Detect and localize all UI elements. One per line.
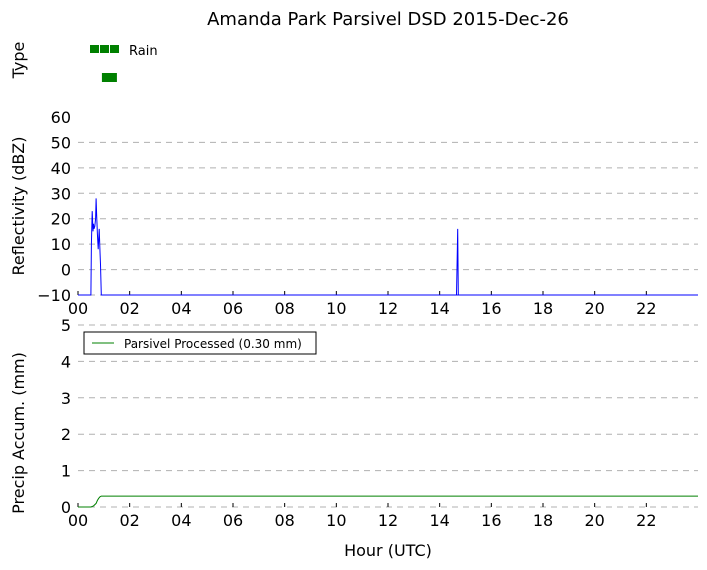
precip-x-tick-label: 04 [171,511,191,530]
reflectivity-panel: −10 0 10 20 30 40 50 60 00 02 04 06 08 10 12 14 16 18 20 22… [9,108,698,318]
type-legend-marker [90,45,99,53]
reflectivity-x-tick-label: 04 [171,299,191,318]
type-axis-label: Type [9,42,28,80]
reflectivity-y-tick-label: 0 [61,261,71,280]
precip-y-tick-label: 2 [61,425,71,444]
precip-x-tick-label: 12 [378,511,398,530]
precip-x-axis-label: Hour (UTC) [344,541,432,560]
reflectivity-x-tick-label: 00 [68,299,88,318]
reflectivity-x-tick-label: 16 [481,299,501,318]
type-rain-bar [101,73,117,82]
reflectivity-x-tick-label: 10 [326,299,346,318]
reflectivity-x-tick-label: 12 [378,299,398,318]
reflectivity-x-tick-label: 22 [636,299,656,318]
precip-x-tick-label: 08 [274,511,294,530]
precip-x-tick-label: 16 [481,511,501,530]
precip-y-tick-label: 1 [61,462,71,481]
precip-x-tick-label: 22 [636,511,656,530]
reflectivity-y-tick-label: 40 [51,159,71,178]
reflectivity-y-tick-label: −10 [37,286,71,305]
reflectivity-y-tick-label: 50 [51,133,71,152]
reflectivity-x-tick-label: 02 [119,299,139,318]
precip-x-tick-label: 10 [326,511,346,530]
reflectivity-series-line [78,198,698,296]
precip-x-tick-label: 20 [584,511,604,530]
type-legend-label: Rain [129,44,158,59]
reflectivity-x-tick-label: 06 [223,299,243,318]
precip-series-line [78,495,698,508]
reflectivity-axis-label: Reflectivity (dBZ) [9,137,28,276]
type-legend-marker [100,45,109,53]
precip-x-tick-label: 18 [533,511,553,530]
type-legend-marker [110,45,119,53]
reflectivity-x-tick-label: 08 [274,299,294,318]
reflectivity-series-line [455,228,459,296]
precip-x-tick-label: 00 [68,511,88,530]
precip-y-tick-label: 0 [61,498,71,517]
precip-x-tick-label: 14 [429,511,449,530]
reflectivity-y-tick-label: 20 [51,210,71,229]
precip-axis-label: Precip Accum. (mm) [9,352,28,514]
reflectivity-y-tick-label: 60 [51,108,71,127]
reflectivity-x-tick-label: 14 [429,299,449,318]
precip-legend: Parsivel Processed (0.30 mm) [83,331,317,355]
chart-title: Amanda Park Parsivel DSD 2015-Dec-26 [207,9,569,30]
reflectivity-x-tick-label: 20 [584,299,604,318]
reflectivity-y-tick-label: 10 [51,235,71,254]
precip-x-tick-label: 02 [119,511,139,530]
type-panel: Type Rain [9,42,158,82]
precip-legend-box [83,331,317,355]
precip-y-tick-label: 5 [61,316,71,335]
precip-legend-label: Parsivel Processed (0.30 mm) [124,337,302,351]
reflectivity-y-tick-label: 30 [51,184,71,203]
reflectivity-x-tick-label: 18 [533,299,553,318]
precip-x-tick-label: 06 [223,511,243,530]
precip-y-tick-label: 3 [61,389,71,408]
precip-y-tick-label: 4 [61,352,71,371]
